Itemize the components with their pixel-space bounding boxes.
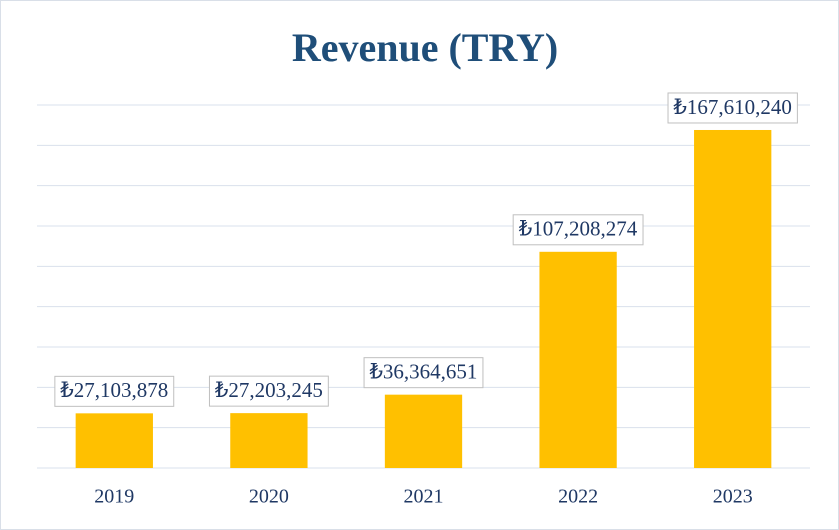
data-label: ₺27,103,878	[59, 378, 168, 402]
bar	[75, 413, 153, 468]
data-label: ₺27,203,245	[214, 378, 323, 402]
bar	[230, 413, 308, 468]
bar	[539, 251, 617, 468]
data-label-box	[512, 214, 644, 246]
x-tick-label: 2021	[404, 486, 444, 508]
data-label: ₺107,208,274	[518, 217, 638, 241]
data-label-box	[54, 375, 175, 407]
chart-title: Revenue (TRY)	[292, 25, 558, 70]
x-tick-label: 2019	[94, 486, 134, 508]
data-label: ₺36,364,651	[369, 359, 478, 383]
data-label-box	[667, 92, 798, 124]
data-label-box	[208, 375, 329, 407]
bar	[694, 129, 772, 468]
data-label: ₺167,610,240	[673, 95, 792, 119]
data-label-box	[363, 357, 484, 389]
x-tick-label: 2022	[558, 486, 598, 508]
bar	[384, 394, 463, 468]
x-tick-label: 2023	[713, 486, 753, 508]
x-tick-label: 2020	[249, 486, 289, 508]
